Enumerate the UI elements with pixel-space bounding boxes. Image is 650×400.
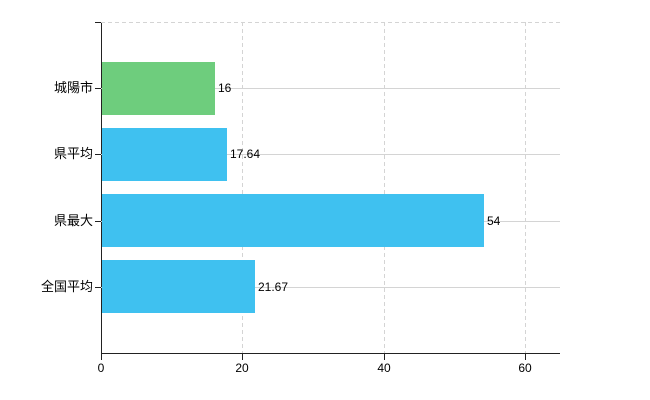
y-axis-tick	[95, 88, 101, 89]
gridline-vertical	[525, 22, 526, 353]
y-axis-tick	[95, 22, 101, 23]
value-label: 17.64	[230, 147, 261, 161]
x-tick-label: 60	[518, 361, 532, 375]
x-axis-tick	[525, 354, 526, 360]
x-tick-label: 40	[377, 361, 391, 375]
category-label: 城陽市	[53, 80, 93, 95]
x-tick-label: 0	[97, 361, 105, 375]
bar	[102, 260, 255, 313]
bar	[102, 128, 227, 181]
bar	[102, 194, 484, 247]
x-axis-tick	[242, 354, 243, 360]
x-axis-tick	[384, 354, 385, 360]
gridline-vertical	[242, 22, 243, 353]
gridline-vertical	[384, 22, 385, 353]
x-axis-tick	[101, 354, 102, 360]
value-label: 21.67	[258, 280, 289, 294]
y-axis-tick	[95, 221, 101, 222]
category-label: 県平均	[53, 146, 93, 161]
gridline-horizontal	[101, 287, 560, 288]
gridline-top	[101, 22, 560, 23]
x-axis-line	[101, 353, 560, 354]
x-tick-label: 20	[235, 361, 249, 375]
y-axis-tick	[95, 287, 101, 288]
y-axis-tick	[95, 154, 101, 155]
category-label: 全国平均	[40, 279, 93, 294]
y-axis-line	[101, 22, 102, 354]
value-label: 16	[218, 81, 232, 95]
bar	[102, 62, 215, 115]
gridline-horizontal	[101, 88, 560, 89]
gridline-horizontal	[101, 154, 560, 155]
value-label: 54	[487, 214, 501, 228]
category-label: 県最大	[53, 213, 93, 228]
